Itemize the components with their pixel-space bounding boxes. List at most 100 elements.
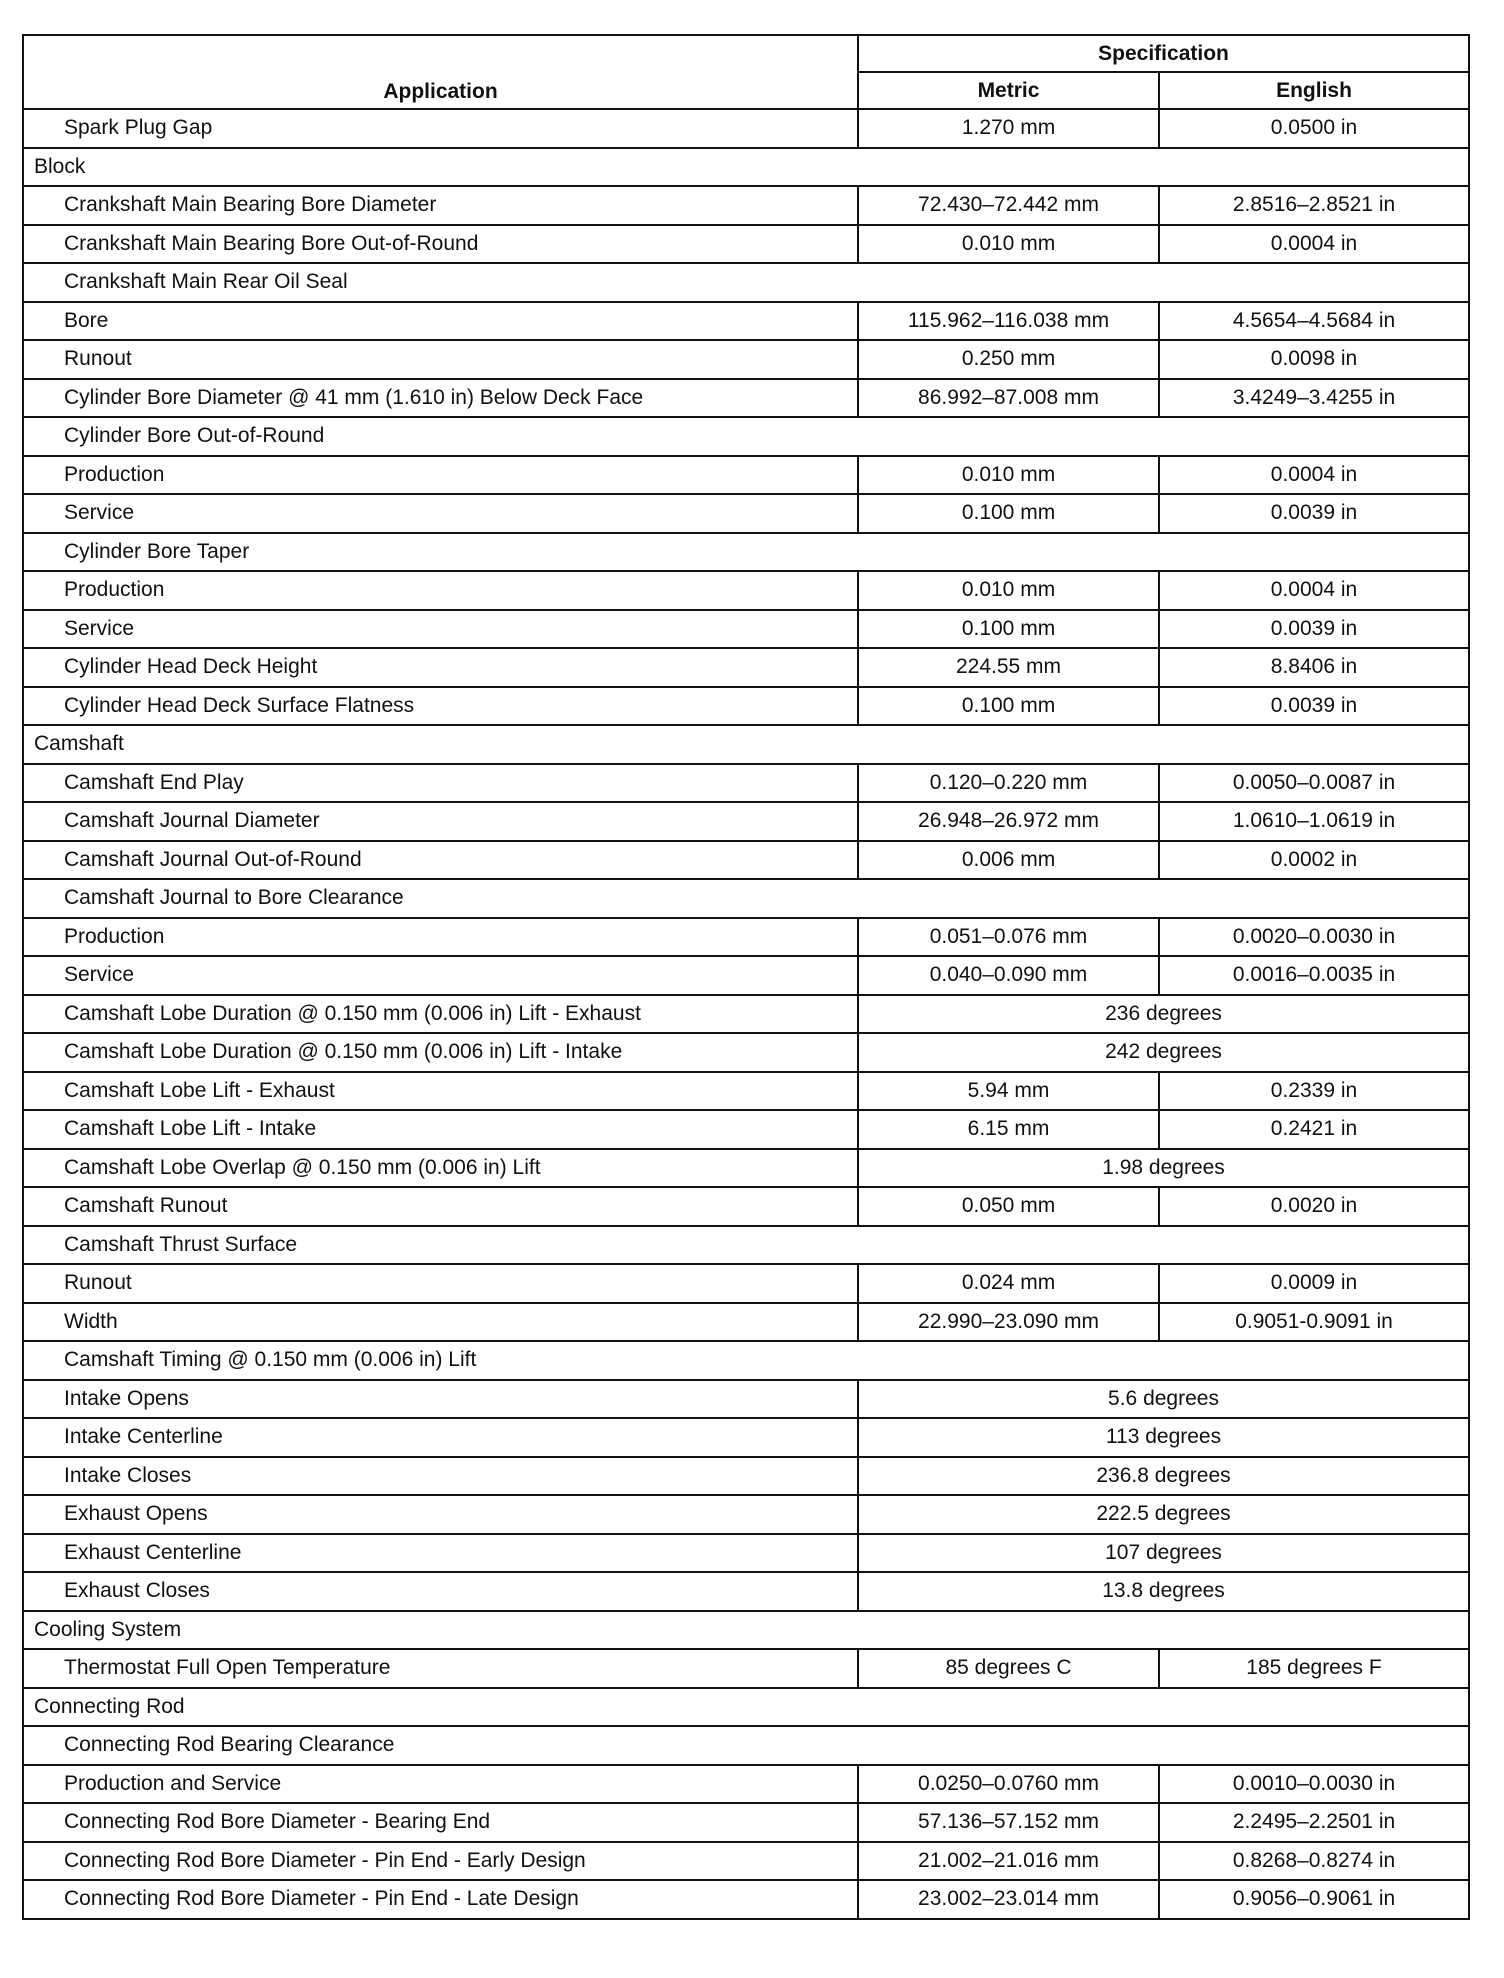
specification-header: Specification bbox=[856, 34, 1471, 73]
table-row: Width 22.990–23.090 mm 0.9051-0.9091 in bbox=[22, 1301, 1471, 1342]
group-label: Camshaft Timing @ 0.150 mm (0.006 in) Li… bbox=[21, 1340, 1471, 1381]
english-cell: 0.2339 in bbox=[1157, 1070, 1471, 1111]
group-label: Crankshaft Main Rear Oil Seal bbox=[21, 262, 1471, 303]
english-cell: 0.0016–0.0035 in bbox=[1157, 955, 1471, 996]
application-cell: Connecting Rod Bore Diameter - Bearing E… bbox=[22, 1802, 859, 1843]
section-label: Camshaft bbox=[21, 724, 1471, 765]
application-cell: Production and Service bbox=[22, 1763, 859, 1804]
metric-cell: 0.100 mm bbox=[857, 493, 1160, 534]
metric-cell: 0.050 mm bbox=[857, 1186, 1160, 1227]
metric-cell: 85 degrees C bbox=[857, 1648, 1160, 1689]
table-row: Production 0.010 mm 0.0004 in bbox=[22, 454, 1471, 495]
specification-cell: 222.5 degrees bbox=[856, 1494, 1471, 1535]
section-row: Camshaft bbox=[21, 724, 1471, 765]
table-row: Thermostat Full Open Temperature 85 degre… bbox=[22, 1648, 1471, 1689]
english-cell: 0.0039 in bbox=[1157, 608, 1471, 649]
english-cell: 0.0020 in bbox=[1157, 1186, 1471, 1227]
table-row: Connecting Rod Bore Diameter - Bearing E… bbox=[22, 1802, 1471, 1843]
metric-cell: 72.430–72.442 mm bbox=[857, 185, 1160, 226]
metric-cell: 0.250 mm bbox=[857, 339, 1160, 380]
application-cell: Spark Plug Gap bbox=[22, 108, 859, 149]
english-cell: 0.0020–0.0030 in bbox=[1157, 916, 1471, 957]
table-row: Runout 0.024 mm 0.0009 in bbox=[22, 1263, 1471, 1304]
application-cell: Camshaft Lobe Duration @ 0.150 mm (0.006… bbox=[22, 993, 859, 1034]
application-cell: Camshaft Journal Out-of-Round bbox=[22, 839, 859, 880]
metric-cell: 86.992–87.008 mm bbox=[857, 377, 1160, 418]
table-row: Intake Centerline 113 degrees bbox=[22, 1417, 1471, 1458]
english-cell: 0.0004 in bbox=[1157, 223, 1471, 264]
table-row: Cylinder Head Deck Surface Flatness 0.100… bbox=[22, 685, 1471, 726]
english-cell: 2.2495–2.2501 in bbox=[1157, 1802, 1471, 1843]
section-row: Cooling System bbox=[21, 1609, 1471, 1650]
english-cell: 0.0004 in bbox=[1157, 570, 1471, 611]
metric-cell: 0.120–0.220 mm bbox=[857, 762, 1160, 803]
english-cell: 0.9056–0.9061 in bbox=[1157, 1879, 1471, 1920]
group-label: Camshaft Thrust Surface bbox=[21, 1224, 1471, 1265]
section-label: Cooling System bbox=[21, 1609, 1471, 1650]
table-row: Camshaft Lobe Duration @ 0.150 mm (0.006… bbox=[22, 993, 1471, 1034]
english-cell: 0.0039 in bbox=[1157, 685, 1471, 726]
english-cell: 0.0010–0.0030 in bbox=[1157, 1763, 1471, 1804]
metric-cell: 0.010 mm bbox=[857, 454, 1160, 495]
application-cell: Service bbox=[22, 955, 859, 996]
subheader-row: Metric English bbox=[23, 71, 1471, 110]
application-cell: Camshaft Journal Diameter bbox=[22, 801, 859, 842]
specification-cell: 13.8 degrees bbox=[856, 1571, 1471, 1612]
metric-cell: 23.002–23.014 mm bbox=[857, 1879, 1160, 1920]
english-header: English bbox=[1157, 71, 1471, 110]
application-cell: Exhaust Centerline bbox=[22, 1532, 859, 1573]
application-cell: Production bbox=[22, 570, 859, 611]
metric-header: Metric bbox=[857, 71, 1160, 110]
application-cell: Intake Closes bbox=[22, 1455, 859, 1496]
table-row: Connecting Rod Bore Diameter - Pin End -… bbox=[22, 1840, 1471, 1881]
english-cell: 0.9051-0.9091 in bbox=[1157, 1301, 1471, 1342]
table-row: Intake Opens 5.6 degrees bbox=[22, 1378, 1471, 1419]
application-cell: Bore bbox=[22, 300, 859, 341]
metric-cell: 224.55 mm bbox=[857, 647, 1160, 688]
table-row: Camshaft Journal to Bore Clearance bbox=[21, 878, 1471, 919]
section-row: Block bbox=[21, 146, 1471, 187]
table-row: Exhaust Opens 222.5 degrees bbox=[22, 1494, 1471, 1535]
application-cell: Camshaft Lobe Overlap @ 0.150 mm (0.006 … bbox=[22, 1147, 859, 1188]
table-row: Connecting Rod Bore Diameter - Pin End -… bbox=[22, 1879, 1471, 1920]
specification-cell: 1.98 degrees bbox=[856, 1147, 1471, 1188]
application-cell: Service bbox=[22, 493, 859, 534]
english-cell: 0.0002 in bbox=[1157, 839, 1471, 880]
english-cell: 0.0009 in bbox=[1157, 1263, 1471, 1304]
table-row: Camshaft Lobe Lift - Exhaust 5.94 mm 0.233… bbox=[22, 1070, 1471, 1111]
table-row: Camshaft End Play 0.120–0.220 mm 0.0050–0.… bbox=[22, 762, 1471, 803]
metric-cell: 0.100 mm bbox=[857, 685, 1160, 726]
application-cell: Exhaust Closes bbox=[22, 1571, 859, 1612]
english-cell: 0.2421 in bbox=[1157, 1109, 1471, 1150]
metric-cell: 0.006 mm bbox=[857, 839, 1160, 880]
metric-cell: 57.136–57.152 mm bbox=[857, 1802, 1160, 1843]
table-row: Camshaft Lobe Lift - Intake 6.15 mm 0.2421… bbox=[22, 1109, 1471, 1150]
application-cell: Cylinder Head Deck Height bbox=[22, 647, 859, 688]
application-cell: Runout bbox=[22, 339, 859, 380]
table-row: Connecting Rod Bearing Clearance bbox=[21, 1725, 1471, 1766]
table-row: Camshaft Lobe Duration @ 0.150 mm (0.006… bbox=[22, 1032, 1471, 1073]
english-cell: 0.0098 in bbox=[1157, 339, 1471, 380]
specification-table: Application Specification Metric English… bbox=[21, 34, 1471, 1920]
application-cell: Crankshaft Main Bearing Bore Diameter bbox=[22, 185, 859, 226]
application-cell: Runout bbox=[22, 1263, 859, 1304]
table-row: Camshaft Runout 0.050 mm 0.0020 in bbox=[22, 1186, 1471, 1227]
english-cell: 0.0039 in bbox=[1157, 493, 1471, 534]
metric-cell: 5.94 mm bbox=[857, 1070, 1160, 1111]
specification-cell: 236 degrees bbox=[856, 993, 1471, 1034]
application-cell: Connecting Rod Bore Diameter - Pin End -… bbox=[22, 1840, 859, 1881]
application-cell: Connecting Rod Bore Diameter - Pin End -… bbox=[22, 1879, 859, 1920]
table-row: Camshaft Timing @ 0.150 mm (0.006 in) Li… bbox=[21, 1340, 1471, 1381]
table-row: Cylinder Head Deck Height 224.55 mm 8.8406… bbox=[22, 647, 1471, 688]
english-cell: 0.8268–0.8274 in bbox=[1157, 1840, 1471, 1881]
application-cell: Cylinder Head Deck Surface Flatness bbox=[22, 685, 859, 726]
application-cell: Camshaft Lobe Lift - Exhaust bbox=[22, 1070, 859, 1111]
metric-cell: 6.15 mm bbox=[857, 1109, 1160, 1150]
table-row: Intake Closes 236.8 degrees bbox=[22, 1455, 1471, 1496]
english-cell: 0.0050–0.0087 in bbox=[1157, 762, 1471, 803]
table-row: Production and Service 0.0250–0.0760 mm 0.… bbox=[22, 1763, 1471, 1804]
table-row: Camshaft Lobe Overlap @ 0.150 mm (0.006 … bbox=[22, 1147, 1471, 1188]
metric-cell: 0.040–0.090 mm bbox=[857, 955, 1160, 996]
section-label: Connecting Rod bbox=[21, 1686, 1471, 1727]
specification-cell: 107 degrees bbox=[856, 1532, 1471, 1573]
